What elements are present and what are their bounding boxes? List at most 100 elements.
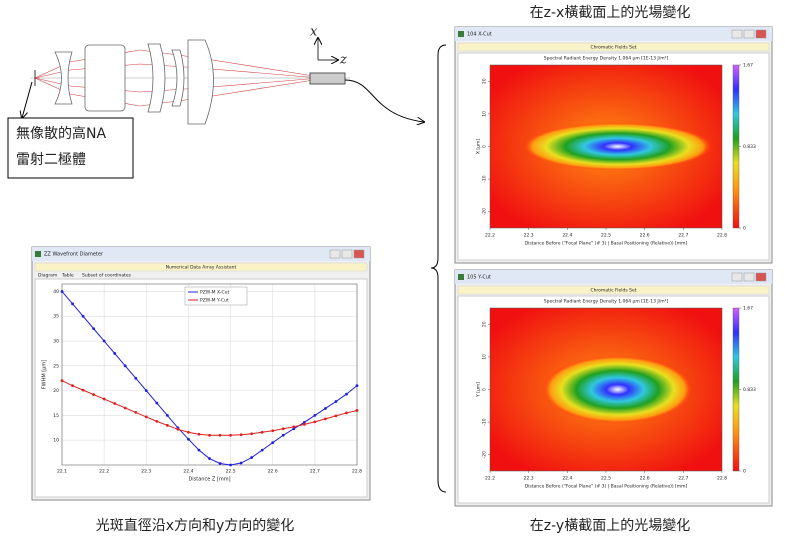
rays <box>34 49 321 107</box>
x-tick-label: 22.4 <box>183 469 193 475</box>
x-tick-label: 22.5 <box>601 476 611 482</box>
y-tick-label: 40 <box>53 289 59 295</box>
y-tick-label: -20 <box>482 208 488 215</box>
window-button[interactable] <box>341 249 353 259</box>
point <box>271 429 275 433</box>
point <box>323 407 327 410</box>
window-button[interactable] <box>743 29 755 39</box>
point <box>102 397 106 401</box>
point <box>313 414 317 417</box>
axis-z-label: z <box>339 53 347 68</box>
window-button[interactable] <box>353 249 365 259</box>
y-tick-label: 20 <box>53 388 59 394</box>
point <box>165 414 169 417</box>
window-button[interactable] <box>329 249 341 259</box>
title-bar <box>32 247 370 261</box>
point <box>302 422 306 426</box>
point <box>281 433 285 437</box>
tab[interactable]: Subset of coordinates <box>82 273 132 279</box>
x-tick-label: 22.4 <box>562 476 572 482</box>
colorbar-label: 0.833 <box>743 144 756 150</box>
point <box>71 384 74 388</box>
colorbar <box>732 64 740 229</box>
banner-bg <box>457 285 770 295</box>
window-button[interactable] <box>755 272 767 282</box>
window-icon <box>458 31 464 37</box>
y-tick-label: 10 <box>482 354 488 360</box>
y-tick-label: 25 <box>53 363 59 369</box>
x-tick-label: 22.7 <box>678 476 688 482</box>
y-tick-label: 0 <box>482 145 488 148</box>
label-box <box>7 117 134 179</box>
y-tick-label: 0 <box>482 388 488 391</box>
point <box>176 427 180 431</box>
y-tick-label: 30 <box>53 339 59 345</box>
window-button[interactable] <box>755 29 767 39</box>
point <box>155 401 159 405</box>
point <box>355 409 359 412</box>
y-label: X [µm] <box>476 139 482 155</box>
plot-frame <box>61 283 358 466</box>
x-tick-label: 22.2 <box>99 469 109 475</box>
arrow <box>344 79 424 122</box>
y-tick-label: 10 <box>53 438 59 444</box>
legend <box>184 286 248 306</box>
window-title: 104 X-Cut <box>467 32 492 38</box>
lenses <box>54 39 214 125</box>
point <box>208 433 211 437</box>
x-label: Distance Before ("Focal Plane" (# 3) | B… <box>525 484 688 490</box>
legend-label: PZW-M X-Cut <box>200 290 229 296</box>
y-tick-label: 20 <box>482 78 488 84</box>
point <box>229 433 232 437</box>
label-pointer <box>22 81 33 118</box>
point <box>281 427 285 431</box>
window-button[interactable] <box>731 29 743 39</box>
x-tick-label: 22.5 <box>226 469 236 475</box>
caption: 在z-y橫截面上的光場變化 <box>530 518 690 534</box>
banner: Chromatic Fields Set <box>590 288 636 294</box>
tab[interactable]: Diagram <box>38 273 57 279</box>
x-tick-label: 22.3 <box>524 233 534 239</box>
x-tick-label: 22.7 <box>678 233 688 239</box>
point <box>218 462 222 465</box>
panel <box>34 278 368 498</box>
y-tick-label: 10 <box>482 111 488 117</box>
point <box>197 448 201 452</box>
colorbar-label: 1.67 <box>743 306 753 312</box>
point <box>134 376 138 380</box>
colorbar <box>732 307 740 472</box>
point <box>239 433 243 437</box>
window-title: 105 Y-Cut <box>467 275 491 281</box>
heading: Spectral Radiant Energy Density 1.064 µm… <box>544 299 669 305</box>
colorbar-label: 0.833 <box>743 387 756 393</box>
x-tick-label: 22.8 <box>717 233 727 239</box>
point <box>144 389 148 393</box>
x-tick-label: 22.3 <box>141 469 151 475</box>
window-button[interactable] <box>731 272 743 282</box>
point <box>60 379 64 383</box>
tab[interactable]: Table <box>61 273 74 279</box>
x-tick-label: 22.1 <box>57 469 67 475</box>
point <box>187 430 190 434</box>
source-label: 無像散的高NA <box>16 125 106 142</box>
y-label: FWHM [µm] <box>42 360 48 389</box>
crystal <box>309 72 346 85</box>
point <box>302 420 306 424</box>
window-button[interactable] <box>743 272 755 282</box>
heatmap-spot <box>522 122 713 171</box>
point <box>292 425 296 429</box>
banner-bg <box>34 262 368 272</box>
x-tick-label: 22.8 <box>717 476 727 482</box>
window-icon <box>35 251 41 257</box>
y-tick-label: -10 <box>482 175 488 182</box>
point <box>334 414 338 418</box>
x-tick-label: 22.5 <box>601 233 611 239</box>
title-bar <box>455 27 772 41</box>
point <box>271 441 275 445</box>
x-tick-label: 22.8 <box>352 469 362 475</box>
optical-diagram: x z 無像散的高NA 雷射二極體 <box>7 25 424 179</box>
y-tick-label: 20 <box>482 321 488 327</box>
point <box>197 432 201 436</box>
axis-x-label: x <box>310 25 318 40</box>
